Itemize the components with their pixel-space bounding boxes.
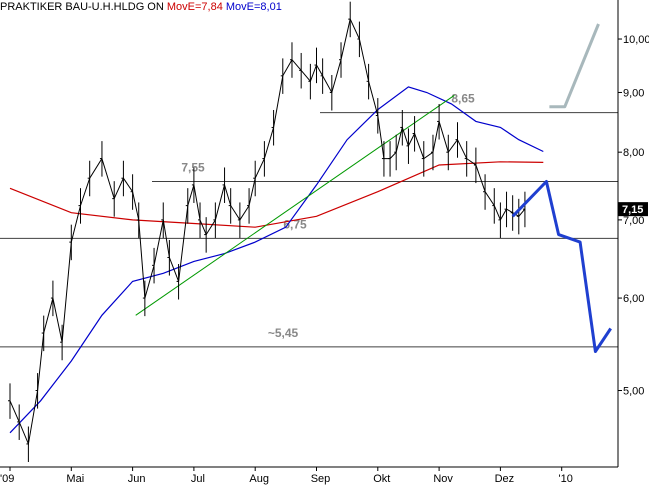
- projection-down-path: [511, 180, 612, 353]
- y-tick-label-2: 7,00: [623, 215, 644, 227]
- current-price-tag: 7,15: [618, 202, 648, 217]
- level-label-3: ~5,45: [268, 326, 299, 340]
- projection-arrows: [511, 23, 612, 353]
- price-tag-text: 7,15: [622, 204, 643, 216]
- ma200-path: [9, 161, 544, 228]
- legend-ma200: MovE=7,84: [166, 1, 223, 13]
- y-tick-label-0: 5,00: [623, 386, 644, 398]
- x-tick-label-9: '10: [559, 473, 573, 485]
- y-tick-label-3: 8,00: [623, 147, 644, 159]
- x-tick-label-2: Jun: [128, 473, 146, 485]
- price-tag-box: [618, 202, 648, 217]
- x-tick-label-1: Mai: [66, 473, 84, 485]
- ma50-path: [9, 86, 544, 434]
- x-tick-label-7: Nov: [433, 473, 453, 485]
- price-path: [9, 17, 526, 446]
- x-tick-label-0: '09: [0, 473, 14, 485]
- x-tick-label-5: Sep: [311, 473, 331, 485]
- ma50-line: [9, 86, 544, 434]
- plot-area: [0, 0, 618, 467]
- support-resistance-levels: 7,55 8,65 6,75 ~5,45: [0, 92, 618, 348]
- legend-name: PRAKTIKER BAU-U.H.HLDG ON: [0, 1, 164, 13]
- y-tick-label-4: 9,00: [623, 87, 644, 99]
- y-tick-label-1: 6,00: [623, 293, 644, 305]
- y-axis-ticks: 5,00 6,00 7,00 8,00 9,00 10,00: [618, 34, 649, 398]
- level-label-1: 8,65: [451, 92, 475, 106]
- ma200-line: [9, 161, 544, 228]
- level-label-2: 6,75: [283, 217, 307, 231]
- x-tick-label-3: Jul: [191, 473, 205, 485]
- x-tick-label-4: Aug: [249, 473, 269, 485]
- chart-legend: PRAKTIKER BAU-U.H.HLDG ON MovE=7,84 MovE…: [0, 1, 282, 13]
- y-tick-label-5: 10,00: [623, 34, 649, 46]
- price-series: [8, 1, 526, 463]
- level-label-0: 7,55: [181, 161, 205, 175]
- x-axis-ticks: '09 Mai Jun Jul Aug Sep Okt Nov Dez '10: [0, 467, 573, 485]
- legend-ma50: MovE=8,01: [225, 1, 282, 13]
- x-tick-label-6: Okt: [373, 473, 390, 485]
- projection-up-path: [549, 23, 600, 109]
- x-tick-label-8: Dez: [495, 473, 515, 485]
